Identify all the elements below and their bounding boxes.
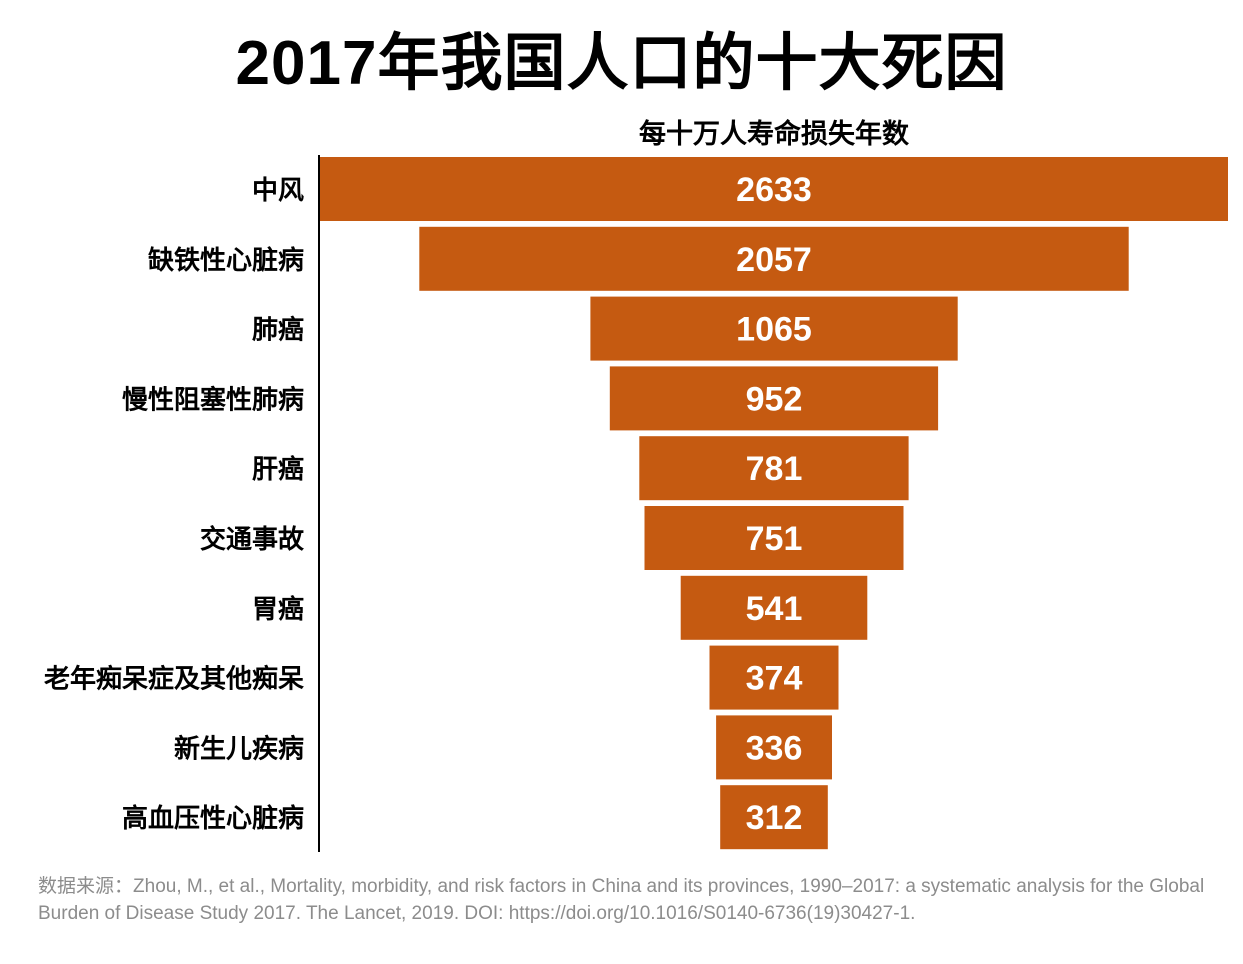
category-label: 高血压性心脏病	[122, 803, 304, 834]
chart-subtitle: 每十万人寿命损失年数	[639, 119, 909, 149]
category-labels-layer: 中风缺铁性心脏病肺癌慢性阻塞性肺病肝癌交通事故胃癌老年痴呆症及其他痴呆新生儿疾病…	[44, 176, 304, 834]
source-text: Zhou, M., et al., Mortality, morbidity, …	[38, 876, 1205, 924]
category-label: 胃癌	[252, 594, 304, 625]
value-label: 751	[746, 520, 803, 558]
bar	[609, 366, 939, 431]
chart-title: 2017年我国人口的十大死因	[235, 29, 1008, 98]
value-label: 781	[746, 450, 803, 488]
category-label: 肝癌	[252, 454, 304, 485]
category-label: 新生儿疾病	[174, 733, 304, 764]
bar	[709, 645, 839, 710]
value-label: 2633	[736, 171, 812, 209]
bar	[639, 436, 909, 501]
value-label: 312	[746, 799, 803, 837]
value-label: 1065	[736, 311, 812, 349]
bar	[419, 226, 1129, 291]
bar	[590, 296, 958, 361]
value-label: 374	[746, 660, 803, 698]
category-label: 缺铁性心脏病	[148, 245, 304, 276]
bar	[680, 575, 868, 640]
category-label: 交通事故	[200, 524, 304, 555]
category-label: 中风	[252, 176, 304, 206]
value-label: 952	[746, 380, 803, 418]
bar	[320, 157, 1228, 221]
category-label: 慢性阻塞性肺病	[122, 384, 304, 415]
bars-layer	[320, 157, 1228, 850]
bar	[716, 715, 832, 780]
value-label: 336	[746, 729, 803, 767]
category-label: 老年痴呆症及其他痴呆	[44, 664, 304, 695]
category-label: 肺癌	[252, 315, 304, 346]
bar	[644, 506, 904, 570]
value-labels-layer: 2633 2057 1065 952 781 751 541 374 336 312	[736, 171, 812, 837]
source-label: 数据来源：	[38, 876, 134, 897]
value-label: 541	[746, 590, 803, 628]
source-note: 数据来源：Zhou, M., et al., Mortality, morbid…	[38, 873, 1218, 927]
value-label: 2057	[736, 241, 812, 279]
bar	[720, 785, 828, 850]
